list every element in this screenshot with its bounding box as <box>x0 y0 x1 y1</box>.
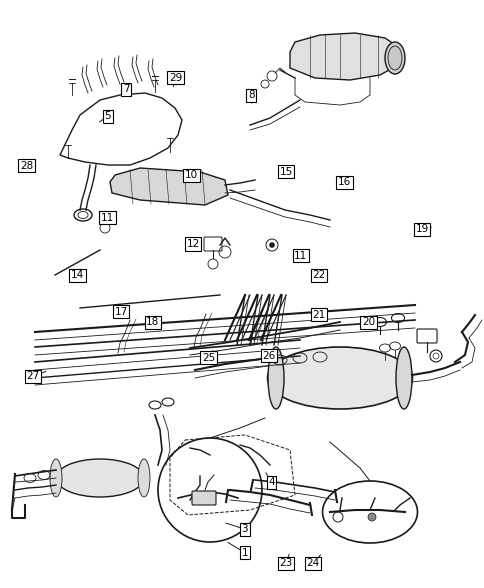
Text: 16: 16 <box>337 177 350 188</box>
Text: 27: 27 <box>26 371 40 382</box>
Text: 23: 23 <box>279 558 292 569</box>
Text: 20: 20 <box>361 317 375 328</box>
Ellipse shape <box>267 347 412 409</box>
Ellipse shape <box>50 459 62 497</box>
Text: 15: 15 <box>279 166 292 177</box>
Ellipse shape <box>384 42 404 74</box>
Polygon shape <box>289 33 399 80</box>
Text: 25: 25 <box>201 352 215 363</box>
Text: 28: 28 <box>20 161 33 171</box>
Text: 21: 21 <box>312 309 325 320</box>
Ellipse shape <box>387 46 401 70</box>
Text: 1: 1 <box>241 547 248 558</box>
Text: 24: 24 <box>305 558 319 569</box>
Circle shape <box>269 242 274 248</box>
Text: 5: 5 <box>104 111 111 122</box>
Text: 19: 19 <box>414 224 428 235</box>
Text: 14: 14 <box>71 270 84 280</box>
Ellipse shape <box>268 347 284 409</box>
Circle shape <box>367 513 375 521</box>
FancyBboxPatch shape <box>192 491 215 505</box>
Ellipse shape <box>74 209 92 221</box>
Text: 26: 26 <box>262 350 275 361</box>
Ellipse shape <box>78 212 88 219</box>
Text: 3: 3 <box>241 524 248 534</box>
Polygon shape <box>110 168 227 205</box>
Text: 4: 4 <box>268 477 274 487</box>
Ellipse shape <box>56 459 144 497</box>
Text: 8: 8 <box>247 90 254 101</box>
Text: 22: 22 <box>312 270 325 280</box>
Text: 12: 12 <box>186 239 199 249</box>
Ellipse shape <box>138 459 150 497</box>
Text: 17: 17 <box>114 306 128 317</box>
Text: 11: 11 <box>293 250 307 261</box>
Text: 10: 10 <box>184 170 198 181</box>
Ellipse shape <box>395 347 411 409</box>
Text: 18: 18 <box>146 317 159 328</box>
Text: 29: 29 <box>168 72 182 83</box>
Text: 7: 7 <box>122 84 129 95</box>
Text: 11: 11 <box>101 212 114 223</box>
